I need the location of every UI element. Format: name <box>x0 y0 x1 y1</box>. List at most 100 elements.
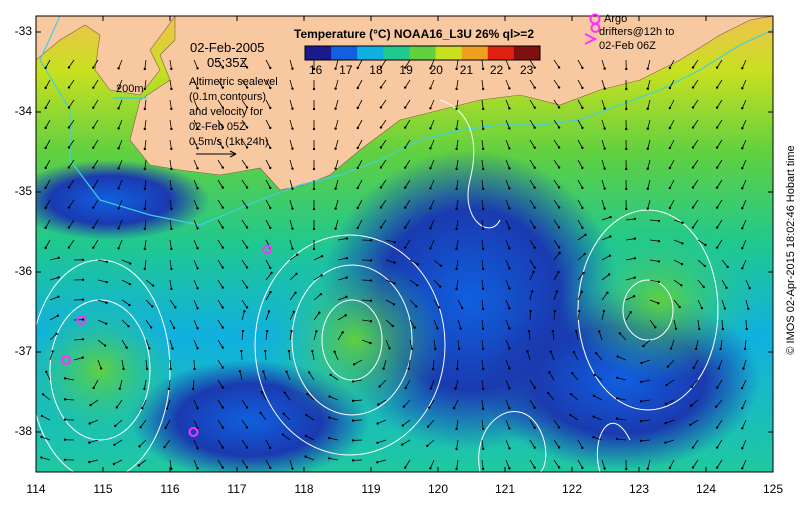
velocity-vector-head <box>170 68 172 70</box>
velocity-vector-head <box>455 128 457 130</box>
velocity-vector-head <box>313 188 315 190</box>
colorbar-tick-label: 17 <box>339 63 352 77</box>
velocity-vector-head <box>429 247 431 249</box>
velocity-vector-head <box>455 268 457 270</box>
velocity-vector-head <box>269 291 271 293</box>
velocity-vector-head <box>558 166 560 168</box>
velocity-vector-head <box>578 310 580 312</box>
velocity-vector-head <box>669 467 671 469</box>
velocity-vector-head <box>68 66 70 68</box>
velocity-vector-head <box>558 226 560 228</box>
velocity-vector-head <box>558 86 560 88</box>
velocity-vector-head <box>630 311 632 313</box>
velocity-vector-head <box>129 283 131 285</box>
velocity-vector-head <box>716 206 718 208</box>
velocity-vector-head <box>144 208 146 210</box>
velocity-vector-head <box>606 292 608 294</box>
velocity-vector-head <box>304 455 306 457</box>
velocity-vector-head <box>64 418 66 420</box>
velocity-vector-head <box>416 284 418 286</box>
velocity-vector-head <box>603 67 605 69</box>
velocity-vector-head <box>377 403 379 405</box>
velocity-vector-head <box>616 438 618 440</box>
velocity-vector-head <box>284 391 286 393</box>
velocity-vector-head <box>352 419 354 421</box>
velocity-vector-head <box>482 408 484 410</box>
velocity-vector-head <box>741 67 743 69</box>
velocity-vector-head <box>196 227 198 229</box>
velocity-vector-head <box>741 227 743 229</box>
velocity-vector-head <box>370 300 372 302</box>
velocity-vector-head <box>171 347 173 349</box>
velocity-vector-head <box>334 67 336 69</box>
velocity-vector-head <box>262 370 264 372</box>
velocity-vector-head <box>129 262 131 264</box>
velocity-vector-head <box>376 461 378 463</box>
velocity-vector-head <box>429 147 431 149</box>
velocity-vector-head <box>689 424 691 426</box>
velocity-vector-head <box>144 168 146 170</box>
velocity-vector-head <box>747 308 749 310</box>
velocity-vector-head <box>716 166 718 168</box>
longitude-tick-label: 124 <box>691 482 721 496</box>
velocity-vector-head <box>344 314 346 316</box>
velocity-vector-head <box>482 188 484 190</box>
velocity-vector-head <box>534 86 536 88</box>
velocity-vector-head <box>246 466 248 468</box>
velocity-vector-head <box>196 187 198 189</box>
velocity-vector-head <box>658 240 660 242</box>
velocity-vector-head <box>144 148 146 150</box>
longitude-tick-label: 125 <box>758 482 788 496</box>
velocity-vector-head <box>82 338 84 340</box>
velocity-vector-head <box>393 261 395 263</box>
velocity-vector-head <box>246 186 248 188</box>
velocity-vector-head <box>558 206 560 208</box>
velocity-vector-head <box>92 246 94 248</box>
velocity-vector-head <box>170 288 172 290</box>
velocity-vector-head <box>170 128 172 130</box>
velocity-vector-head <box>603 187 605 189</box>
velocity-vector-head <box>508 267 510 269</box>
velocity-vector-head <box>264 350 266 352</box>
velocity-vector-head <box>196 467 198 469</box>
colorbar-tick-label: 23 <box>520 63 533 77</box>
velocity-vector-head <box>455 448 457 450</box>
velocity-vector-head <box>508 207 510 209</box>
velocity-vector-head <box>44 127 46 129</box>
velocity-vector-head <box>716 66 718 68</box>
velocity-vector-head <box>429 207 431 209</box>
velocity-vector-head <box>508 87 510 89</box>
velocity-vector-head <box>222 246 224 248</box>
velocity-vector-head <box>552 330 554 332</box>
velocity-vector-head <box>702 286 704 288</box>
velocity-vector-head <box>196 167 198 169</box>
velocity-vector-head <box>583 253 585 255</box>
velocity-vector-head <box>282 433 284 435</box>
velocity-vector-head <box>581 447 583 449</box>
longitude-tick-label: 118 <box>289 482 319 496</box>
velocity-vector-head <box>246 306 248 308</box>
velocity-vector-head <box>44 207 46 209</box>
velocity-vector-head <box>144 88 146 90</box>
velocity-vector-head <box>357 167 359 169</box>
velocity-vector-head <box>222 266 224 268</box>
velocity-vector-head <box>242 330 244 332</box>
velocity-vector-head <box>407 368 409 370</box>
velocity-vector-head <box>196 347 198 349</box>
velocity-vector-head <box>346 237 348 239</box>
velocity-vector-head <box>508 227 510 229</box>
velocity-vector-head <box>534 446 536 448</box>
velocity-vector-head <box>82 259 84 261</box>
velocity-vector-head <box>393 282 395 284</box>
velocity-vector-head <box>246 446 248 448</box>
velocity-vector-head <box>440 265 442 267</box>
velocity-vector-head <box>675 328 677 330</box>
velocity-vector-head <box>455 428 457 430</box>
velocity-vector-head <box>534 466 536 468</box>
velocity-vector-head <box>403 405 405 407</box>
velocity-vector-head <box>269 267 271 269</box>
velocity-vector-head <box>482 268 484 270</box>
velocity-vector-head <box>313 248 315 250</box>
velocity-vector-head <box>44 247 46 249</box>
velocity-vector-head <box>168 388 170 390</box>
